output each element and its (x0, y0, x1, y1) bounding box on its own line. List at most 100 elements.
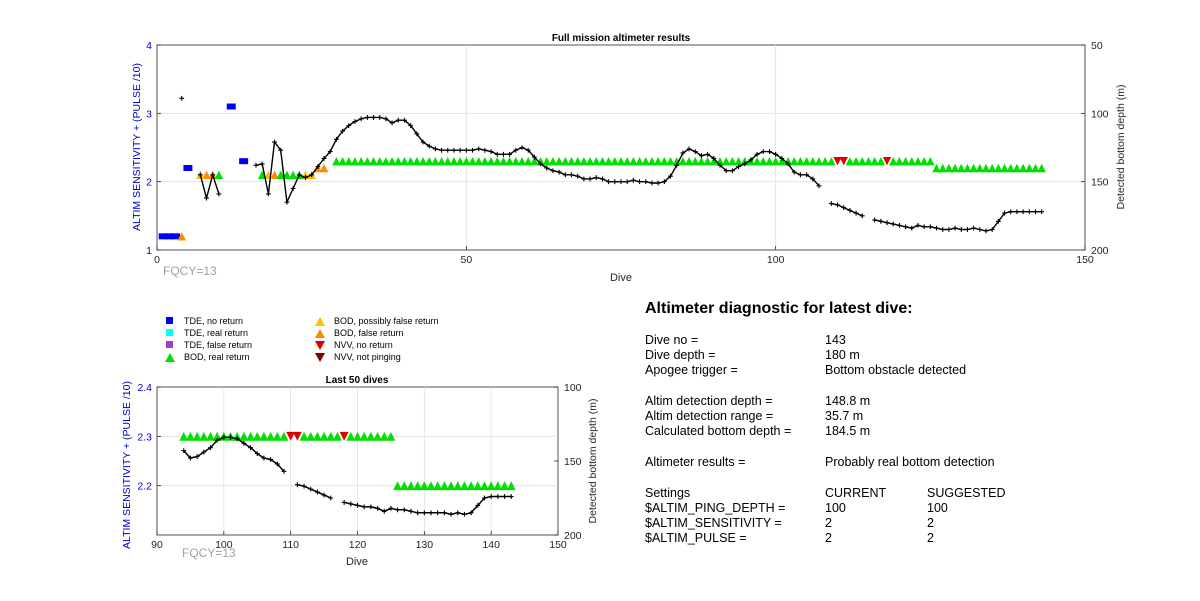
bottom-depth-point (395, 117, 401, 123)
bottom-depth-point (649, 180, 655, 186)
bod-real-marker (604, 156, 613, 166)
bod-real-marker (186, 431, 195, 441)
bod-real-marker (299, 431, 309, 441)
bottom-depth-point (265, 191, 271, 197)
bod-real-marker (319, 431, 329, 441)
bottom-depth-point (680, 150, 686, 156)
bod-real-marker (957, 163, 966, 173)
bottom-depth-point (884, 220, 890, 226)
bod-real-marker (827, 156, 836, 166)
bottom-depth-point (439, 147, 444, 153)
bottom-depth-point (294, 482, 300, 488)
bod-real-marker (536, 156, 545, 166)
bottom-depth-point (371, 115, 376, 120)
main-y-axis-label: ALTIM SENSITIVITY + (PULSE /10) (131, 63, 143, 231)
bod-real-marker (926, 156, 935, 166)
y2-tick-label: 200 (1091, 245, 1109, 257)
diag-label: $ALTIM_SENSITIVITY = (645, 516, 782, 530)
bottom-depth-point (328, 495, 334, 501)
bottom-depth-point (1014, 209, 1020, 215)
legend-label: BOD, false return (334, 328, 404, 338)
bod-real-marker (387, 156, 397, 166)
bod-real-marker (697, 156, 706, 166)
bottom-depth-point (435, 510, 441, 516)
bottom-depth-point (977, 227, 983, 232)
bod-real-marker (480, 156, 490, 166)
bottom-depth-point (408, 123, 414, 129)
bod-real-marker (356, 156, 366, 166)
y2-tick-label: 100 (1091, 108, 1109, 120)
bottom-depth-point (699, 153, 704, 159)
bod-real-marker (486, 481, 496, 491)
legend-label: NVV, no return (334, 340, 393, 350)
bod-real-marker (379, 431, 389, 441)
bottom-depth-point (415, 510, 421, 516)
diag-value: 180 m (825, 348, 860, 362)
bottom-depth-point (303, 175, 308, 180)
bottom-depth-point (723, 168, 729, 174)
y2-tick-label: 200 (564, 530, 582, 542)
bottom-depth-point (188, 455, 193, 461)
bottom-depth-point (798, 172, 803, 178)
y2-tick-label: 50 (1091, 40, 1103, 52)
diag-column-current: CURRENT (825, 486, 887, 500)
bottom-depth-point (352, 119, 358, 124)
bod-real-marker (944, 163, 954, 173)
bottom-depth-point (259, 161, 265, 167)
bod-real-marker (907, 156, 916, 166)
diag-column-suggested: SUGGESTED (927, 486, 1006, 500)
bottom-depth-point (544, 165, 550, 171)
bottom-depth-point (268, 457, 274, 462)
bod-real-marker (473, 481, 483, 491)
diag-row-altim-detection-depth: Altim detection depth = 148.8 m (645, 394, 1165, 409)
bottom-depth-point (214, 437, 220, 443)
bottom-depth-point (934, 225, 939, 231)
x-tick-label: 150 (1076, 254, 1094, 266)
bod-real-marker (950, 163, 960, 173)
bottom-depth-point (433, 146, 438, 152)
bod-real-marker (845, 156, 855, 166)
diag-row-ping-depth: $ALTIM_PING_DEPTH = 100 100 (645, 501, 1165, 516)
small-y-axis-label: ALTIM SENSITIVITY + (PULSE /10) (121, 381, 133, 549)
bottom-depth-point (414, 131, 420, 137)
bottom-depth-point (421, 510, 427, 516)
bottom-depth-point (538, 161, 543, 167)
diag-row-altimeter-results: Altimeter results = Probably real bottom… (645, 455, 1165, 470)
diag-row-settings-header: Settings CURRENT SUGGESTED (645, 486, 1165, 501)
nvv-no-return-marker (339, 431, 349, 441)
diag-value: Probably real bottom detection (825, 455, 995, 469)
bod-real-marker (561, 156, 570, 166)
diagnostic-title: Altimeter diagnostic for latest dive: (645, 300, 913, 317)
bottom-depth-point (451, 147, 457, 153)
bod-real-marker (272, 431, 282, 441)
diag-row-pulse: $ALTIM_PULSE = 2 2 (645, 531, 1165, 546)
bottom-depth-point (569, 172, 574, 178)
bottom-depth-point (828, 201, 834, 206)
legend-triangle-up-icon (310, 327, 334, 339)
diag-label: Settings (645, 486, 691, 500)
bod-real-marker (381, 156, 391, 166)
bottom-depth-point (655, 180, 661, 186)
bod-real-marker (585, 156, 595, 166)
bottom-depth-point (983, 228, 989, 234)
bod-real-marker (820, 156, 830, 166)
bottom-depth-point (348, 501, 354, 507)
bod-real-marker (1018, 163, 1028, 173)
bod-real-marker (666, 156, 675, 166)
bottom-depth-point (909, 225, 915, 231)
bod-real-marker (728, 156, 737, 166)
bottom-depth-point (692, 149, 698, 154)
y-tick-label: 2.3 (137, 431, 152, 443)
bottom-depth-point (624, 179, 630, 185)
bod-real-marker (418, 156, 428, 166)
bod-real-marker (493, 156, 502, 166)
bottom-depth-point (612, 179, 618, 185)
bod-real-marker (771, 156, 780, 166)
bod-real-marker (709, 156, 718, 166)
bod-real-marker (375, 156, 384, 166)
bottom-depth-point (495, 494, 501, 499)
bottom-depth-point (971, 225, 977, 231)
bottom-depth-point (600, 176, 605, 182)
bottom-depth-point (556, 169, 562, 175)
